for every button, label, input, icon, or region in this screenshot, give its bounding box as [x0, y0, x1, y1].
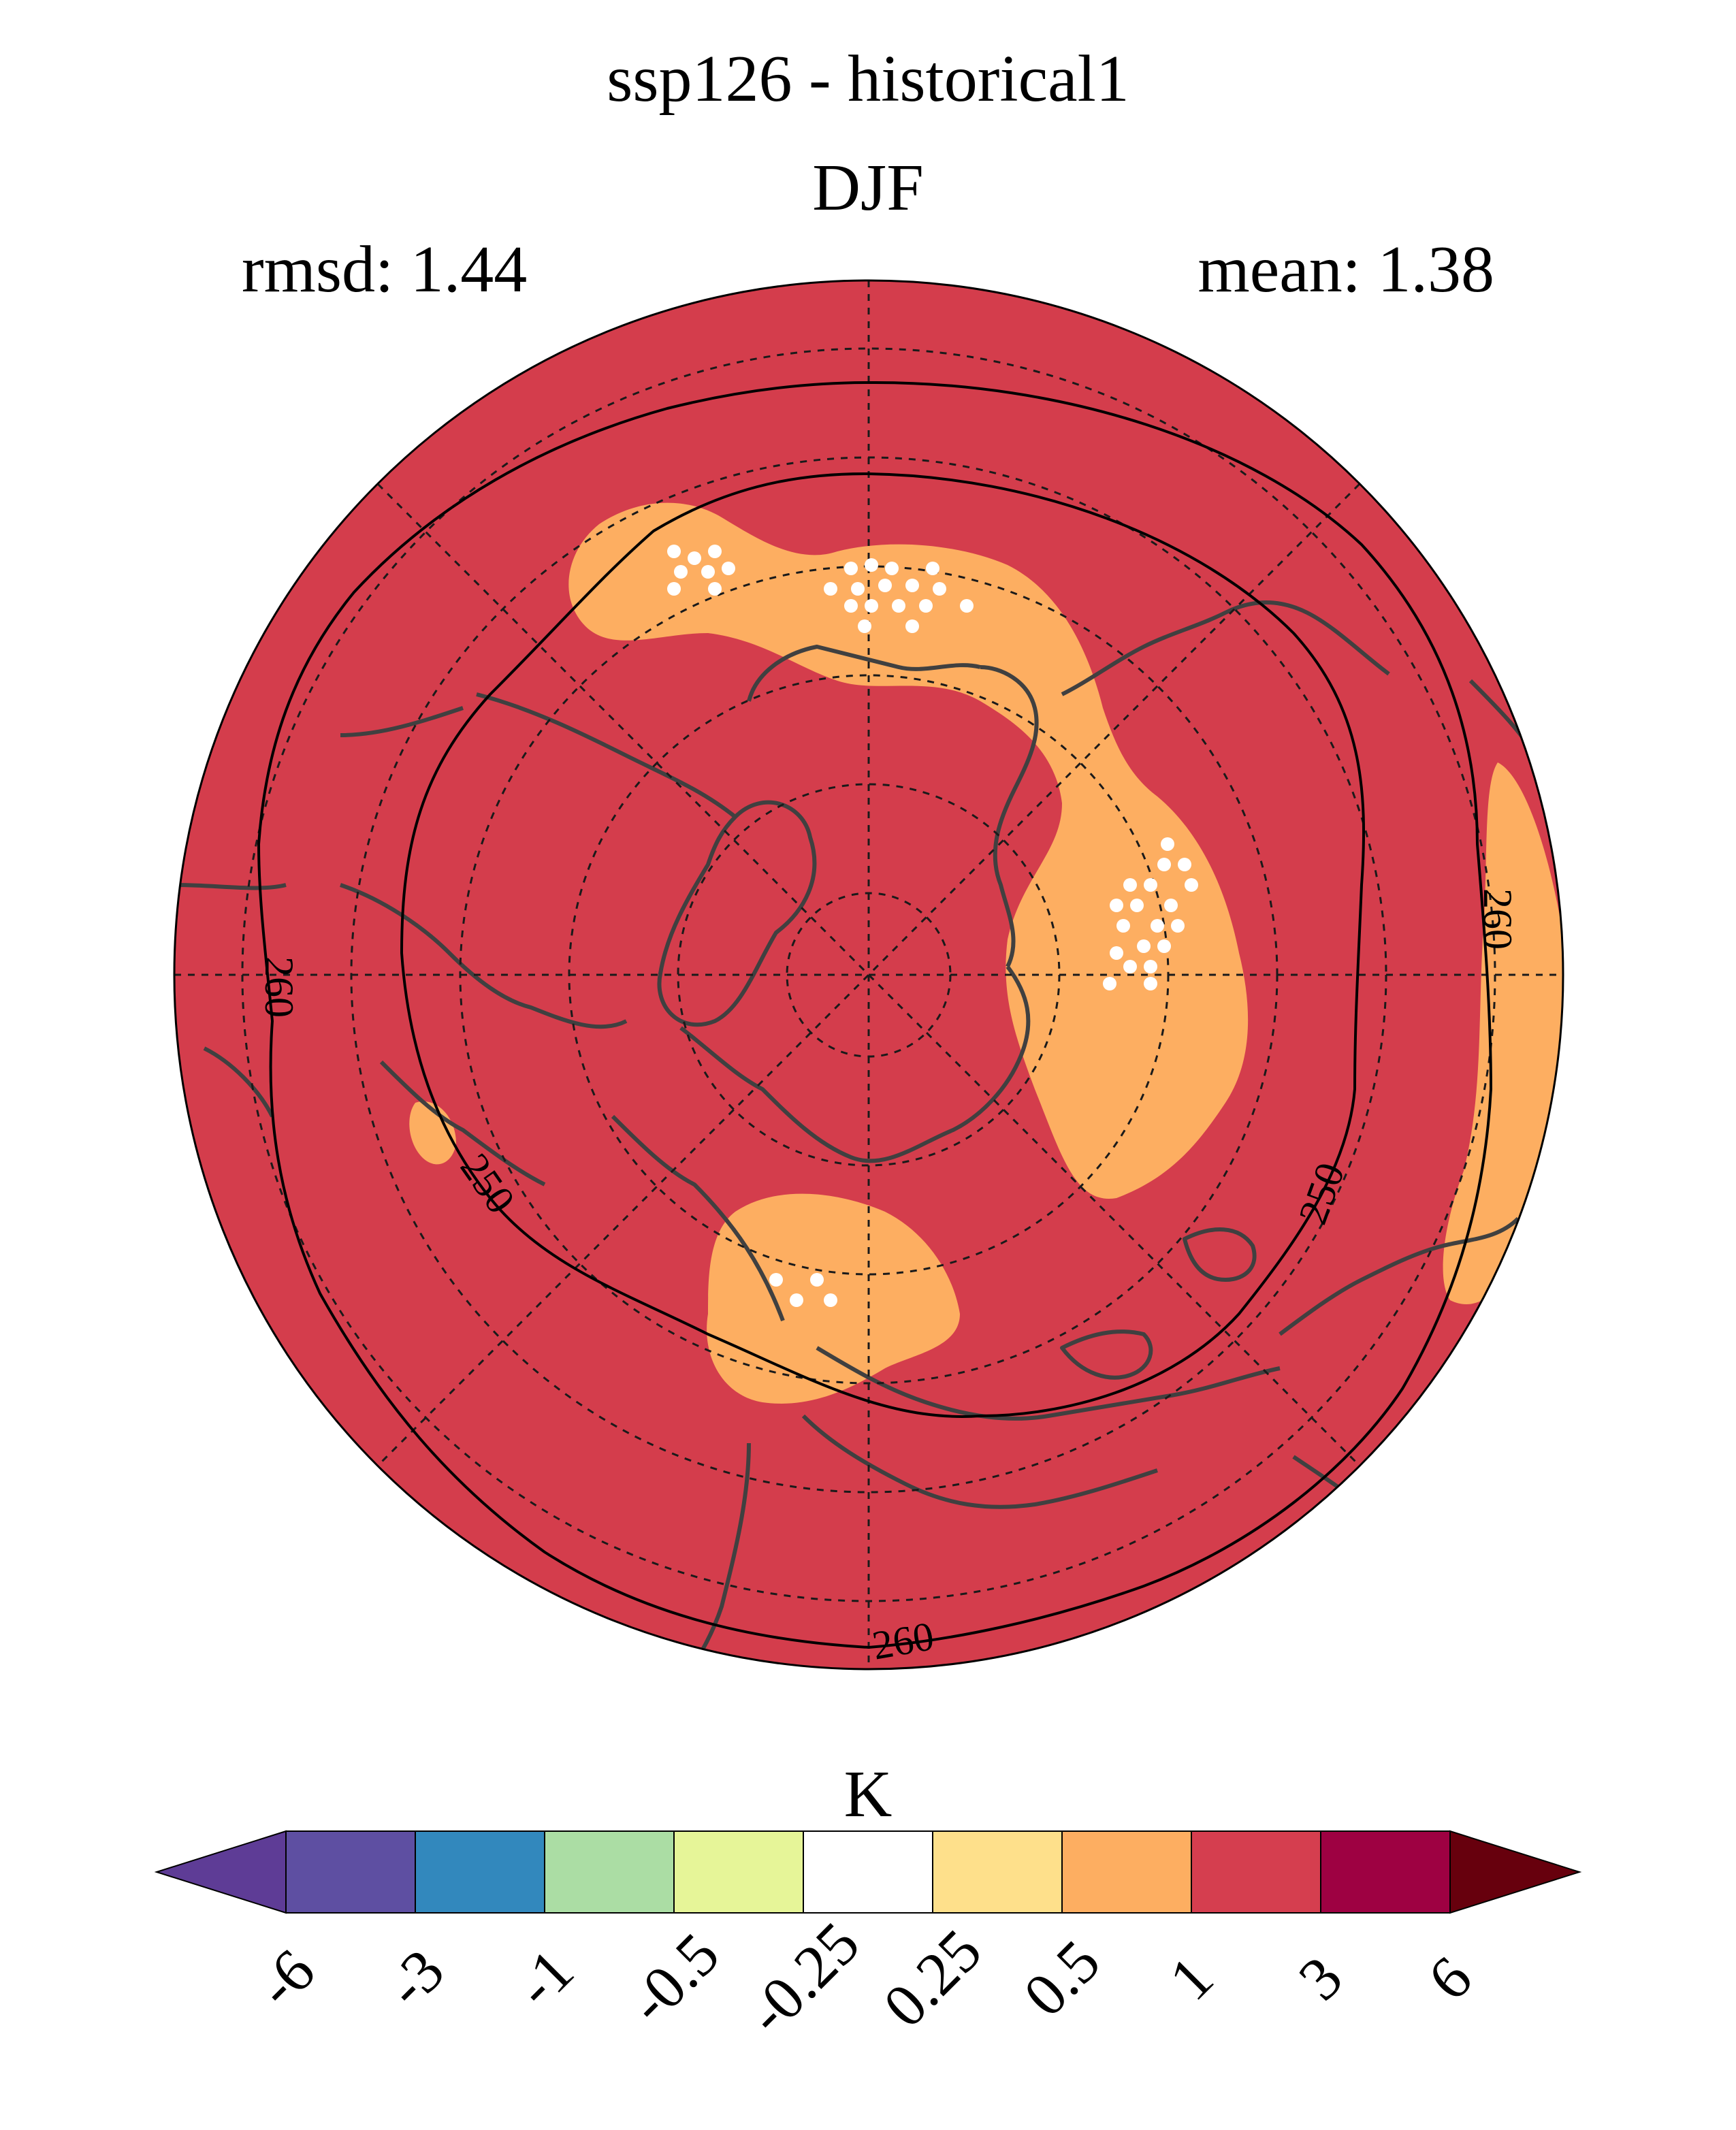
contour-label-260-east: 260 [1475, 888, 1520, 950]
colorbar-bin [1320, 1830, 1451, 1914]
colorbar-bin [803, 1830, 933, 1914]
climatology-contours [257, 381, 1493, 1649]
colorbar-bin [673, 1830, 804, 1914]
colorbar-bin [1191, 1830, 1321, 1914]
contour-260 [257, 381, 1493, 1649]
colorbar-bin [932, 1830, 1063, 1914]
rmsd-label: rmsd: 1.44 [242, 233, 528, 306]
colorbar [154, 1830, 1582, 1914]
colorbar-units: K [843, 1758, 893, 1831]
contour-label-260-west: 260 [257, 956, 302, 1018]
season-subtitle: DJF [812, 151, 924, 225]
colorbar-bin [285, 1830, 416, 1914]
pacific-anomaly-region [568, 502, 1249, 1199]
colorbar-bin [544, 1830, 675, 1914]
map-border [173, 279, 1564, 1671]
graticule [174, 280, 1563, 1669]
mean-label: mean: 1.38 [1197, 233, 1494, 306]
contour-250 [400, 472, 1366, 1418]
colorbar-bin [415, 1830, 545, 1914]
colorbar-bin [1061, 1830, 1192, 1914]
significance-stippling [667, 545, 1198, 1307]
colorbar-lower-extension [154, 1830, 287, 1914]
colorbar-upper-extension [1449, 1830, 1582, 1914]
contour-label-260-south: 260 [869, 1613, 937, 1668]
map-disk [174, 280, 1563, 1669]
map-title: ssp126 - historical1 [607, 42, 1129, 116]
